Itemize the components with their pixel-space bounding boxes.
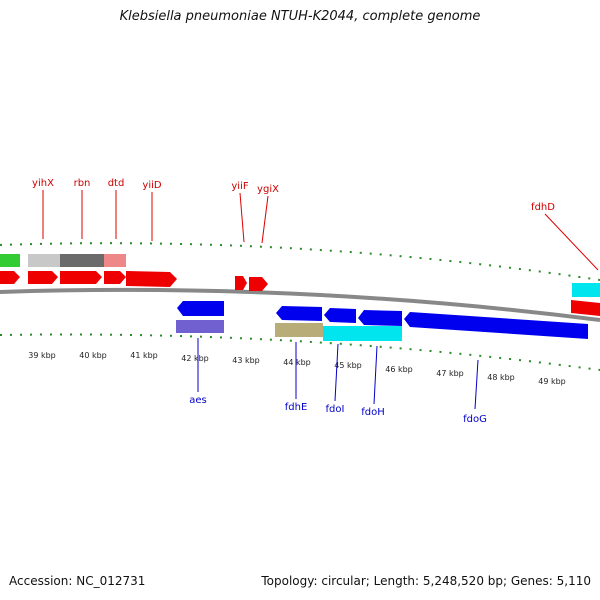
kbp-label: 46 kbp [385, 365, 413, 374]
gene-arrow-red [571, 300, 600, 316]
top-tick-row [0, 242, 600, 281]
accession-label: Accession: NC_012731 [9, 574, 146, 588]
gene-label: fdoG [463, 414, 487, 425]
gene-arrow-red [104, 271, 126, 284]
kbp-label: 49 kbp [538, 377, 566, 386]
gene-label: fdhD [531, 202, 555, 213]
kbp-label: 42 kbp [181, 354, 209, 363]
gene-label: fdhE [285, 402, 308, 413]
genome-backbone [0, 287, 600, 322]
feature-purple [176, 320, 224, 333]
gene-label: yihX [32, 178, 54, 189]
feature-olive [275, 323, 323, 337]
gene-arrow-blue [358, 310, 402, 326]
feature-cyan [323, 326, 402, 341]
gene-label: dtd [108, 178, 125, 189]
gene-label: rbn [74, 178, 91, 189]
gene-arrow-blue [324, 308, 356, 323]
feature-cyan-right [572, 283, 600, 297]
gene-arrow-red [28, 271, 58, 284]
feature-lightgrey [28, 254, 60, 267]
feature-salmon [104, 254, 126, 267]
kbp-scale: 39 kbp 40 kbp 41 kbp 42 kbp 43 kbp 44 kb… [28, 351, 566, 386]
kbp-label: 45 kbp [334, 361, 362, 370]
gene-arrow-blue [404, 312, 588, 339]
gene-label: ygiX [257, 184, 279, 195]
kbp-label: 44 kbp [283, 358, 311, 367]
feature-green [0, 254, 20, 267]
gene-label: fdoI [326, 404, 345, 415]
bottom-gene-labels: aes fdhE fdoI fdoH fdoG [189, 338, 487, 425]
gene-arrow-blue [177, 301, 224, 316]
gene-label: aes [189, 395, 207, 406]
kbp-label: 47 kbp [436, 369, 464, 378]
gene-arrow-red [249, 277, 268, 291]
gene-arrow-red [60, 271, 102, 284]
gene-arrow-red [0, 271, 20, 284]
bottom-tick-row [0, 333, 600, 371]
kbp-label: 43 kbp [232, 356, 260, 365]
gene-arrow-blue [276, 306, 322, 321]
kbp-label: 39 kbp [28, 351, 56, 360]
genome-title: Klebsiella pneumoniae NTUH-K2044, comple… [119, 9, 481, 24]
kbp-label: 40 kbp [79, 351, 107, 360]
kbp-label: 48 kbp [487, 373, 515, 382]
gene-arrow-red [235, 276, 247, 290]
kbp-label: 41 kbp [130, 351, 158, 360]
genome-summary: Topology: circular; Length: 5,248,520 bp… [261, 574, 591, 588]
gene-label: fdoH [361, 407, 385, 418]
feature-darkgrey [60, 254, 104, 267]
top-gene-labels: yihX rbn dtd yiiD yiiF ygiX fdhD [32, 178, 599, 271]
gene-arrow-red [126, 271, 177, 287]
gene-label: yiiD [142, 180, 161, 191]
gene-label: yiiF [231, 181, 248, 192]
